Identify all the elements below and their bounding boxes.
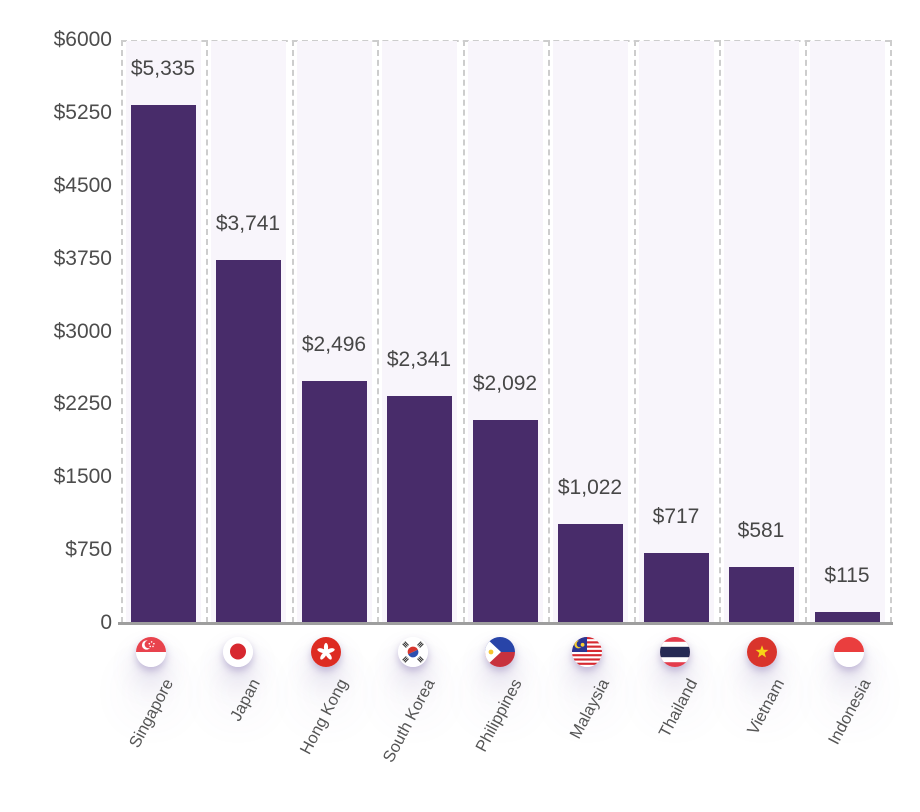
bar-japan [216, 259, 281, 623]
column-guide-line [206, 40, 208, 623]
y-axis-tick: $3750 [53, 246, 112, 270]
y-axis-tick: $750 [65, 538, 112, 562]
y-axis-tick: 0 [100, 611, 112, 634]
chart-column-vietnam: $581 [719, 40, 804, 623]
bar-value-label: $3,741 [215, 211, 281, 235]
column-background [810, 41, 885, 623]
y-axis-tick: $1500 [53, 465, 112, 489]
bar-indonesia [815, 611, 880, 623]
philippines-flag-icon [485, 637, 515, 667]
y-axis-tick: $2250 [53, 392, 112, 416]
malaysia-flag-icon [572, 637, 602, 667]
category-label-hong-kong: Hong Kong [297, 676, 352, 758]
x-axis-line [118, 622, 893, 625]
chart-column-philippines: $2,092 [463, 40, 548, 623]
column-guide-line [719, 40, 721, 623]
column-guide-line [634, 40, 636, 623]
bar-hong-kong [302, 380, 367, 623]
bar-singapore [131, 104, 196, 623]
y-axis-tick: $3000 [53, 319, 112, 343]
south-korea-flag-icon [398, 637, 428, 667]
thailand-flag-icon [660, 637, 690, 667]
category-label-japan: Japan [226, 676, 264, 725]
bar-value-label: $717 [652, 505, 700, 529]
bar-thailand [644, 553, 709, 623]
bar-value-label: $2,092 [472, 371, 538, 395]
column-guide-line [377, 40, 379, 623]
singapore-flag-icon [136, 637, 166, 667]
chart-column-hong-kong: $2,496 [292, 40, 377, 623]
column-guide-line [805, 40, 807, 623]
column-background [724, 41, 799, 623]
hong-kong-flag-icon [311, 637, 341, 667]
category-label-vietnam: Vietnam [743, 676, 788, 738]
chart-column-japan: $3,741 [206, 40, 291, 623]
category-label-philippines: Philippines [472, 676, 526, 755]
bar-value-label: $2,341 [386, 347, 452, 371]
y-axis-tick: $4500 [53, 173, 112, 197]
y-axis-tick: $5250 [53, 100, 112, 124]
bar-value-label: $2,496 [301, 332, 367, 356]
bar-value-label: $1,022 [557, 475, 623, 499]
column-guide-line [463, 40, 465, 623]
bar-value-label: $5,335 [130, 56, 196, 80]
column-background [639, 41, 714, 623]
indonesia-flag-icon [834, 637, 864, 667]
column-guide-line [121, 40, 123, 623]
chart-column-singapore: $5,335 [121, 40, 206, 623]
vietnam-flag-icon [747, 637, 777, 667]
bar-malaysia [558, 523, 623, 623]
category-label-south-korea: South Korea [379, 676, 439, 766]
y-axis-tick: $6000 [53, 28, 112, 51]
chart-column-malaysia: $1,022 [548, 40, 633, 623]
japan-flag-icon [223, 637, 253, 667]
chart-column-indonesia: $115 [805, 40, 890, 623]
bar-value-label: $115 [824, 563, 870, 587]
bar-south-korea [387, 395, 452, 623]
category-label-malaysia: Malaysia [566, 676, 613, 742]
bar-value-label: $581 [737, 518, 785, 542]
category-label-singapore: Singapore [125, 676, 177, 751]
bar-vietnam [729, 566, 794, 623]
chart-column-south-korea: $2,341 [377, 40, 462, 623]
column-guide-line [548, 40, 550, 623]
category-label-indonesia: Indonesia [825, 676, 875, 748]
column-guide-line [292, 40, 294, 623]
column-guide-line [890, 40, 892, 623]
chart-column-thailand: $717 [634, 40, 719, 623]
category-label-thailand: Thailand [655, 676, 701, 741]
bar-philippines [473, 419, 538, 623]
